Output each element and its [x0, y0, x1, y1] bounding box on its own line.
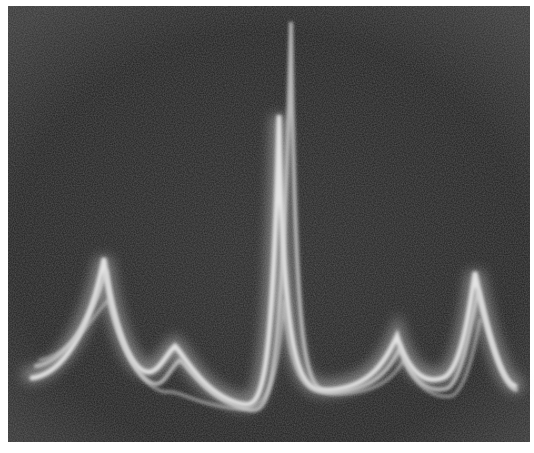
oscilloscope-photo — [0, 0, 534, 453]
